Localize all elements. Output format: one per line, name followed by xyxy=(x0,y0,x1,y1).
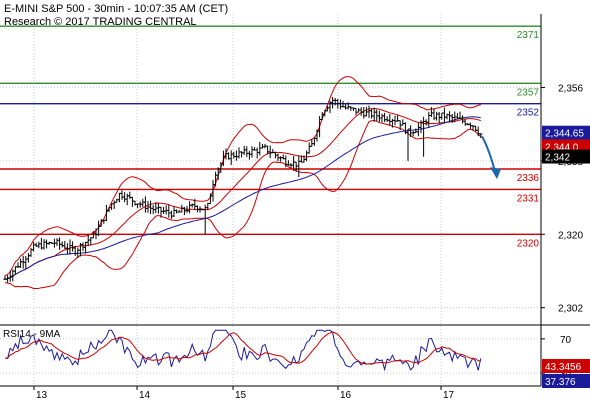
price-tag-0 xyxy=(542,125,590,140)
price-tag-2 xyxy=(542,149,590,164)
x-tick-label: 14 xyxy=(139,390,151,400)
level-label-2336: 2336 xyxy=(517,173,540,184)
rsi-tag-0 xyxy=(542,359,590,373)
level-label-2371: 2371 xyxy=(517,30,540,41)
y-tick-label: 2,320 xyxy=(558,230,583,241)
level-label-2352: 2352 xyxy=(517,108,540,119)
x-tick-label: 17 xyxy=(443,390,455,400)
price-tag-label: 2,344.65 xyxy=(545,129,584,140)
y-tick-label: 2,356 xyxy=(558,83,583,94)
rsi-tag-label: 43.3456 xyxy=(545,362,582,373)
price-tag-label: 2,342 xyxy=(545,153,570,164)
x-tick-label: 13 xyxy=(36,390,48,400)
rsi-tag-label: 37.376 xyxy=(545,377,576,388)
level-label-2320: 2320 xyxy=(517,238,540,249)
level-label-2331: 2331 xyxy=(517,193,540,204)
y-tick-label: 2,302 xyxy=(558,304,583,315)
upper-band xyxy=(4,76,481,277)
rsi-tick-label: 70 xyxy=(560,335,572,346)
rsi-ma-line xyxy=(4,331,481,365)
lower-band xyxy=(4,119,482,289)
x-tick-label: 16 xyxy=(340,390,352,400)
rsi-panel-label: RSI14 - 9MA xyxy=(3,329,61,340)
middle-band xyxy=(4,108,481,280)
rsi-tag-1 xyxy=(542,374,590,388)
level-label-2357: 2357 xyxy=(517,87,540,98)
price-tag-label: 2,344.0 xyxy=(545,142,579,153)
chart-credit: Research © 2017 TRADING CENTRAL xyxy=(4,16,197,28)
chart-title: E-MINI S&P 500 - 30min - 10:07:35 AM (CE… xyxy=(4,3,228,15)
forecast-arrowhead xyxy=(490,167,501,180)
moving-average xyxy=(4,116,481,280)
x-tick-label: 15 xyxy=(235,390,247,400)
rsi-line xyxy=(4,329,482,372)
